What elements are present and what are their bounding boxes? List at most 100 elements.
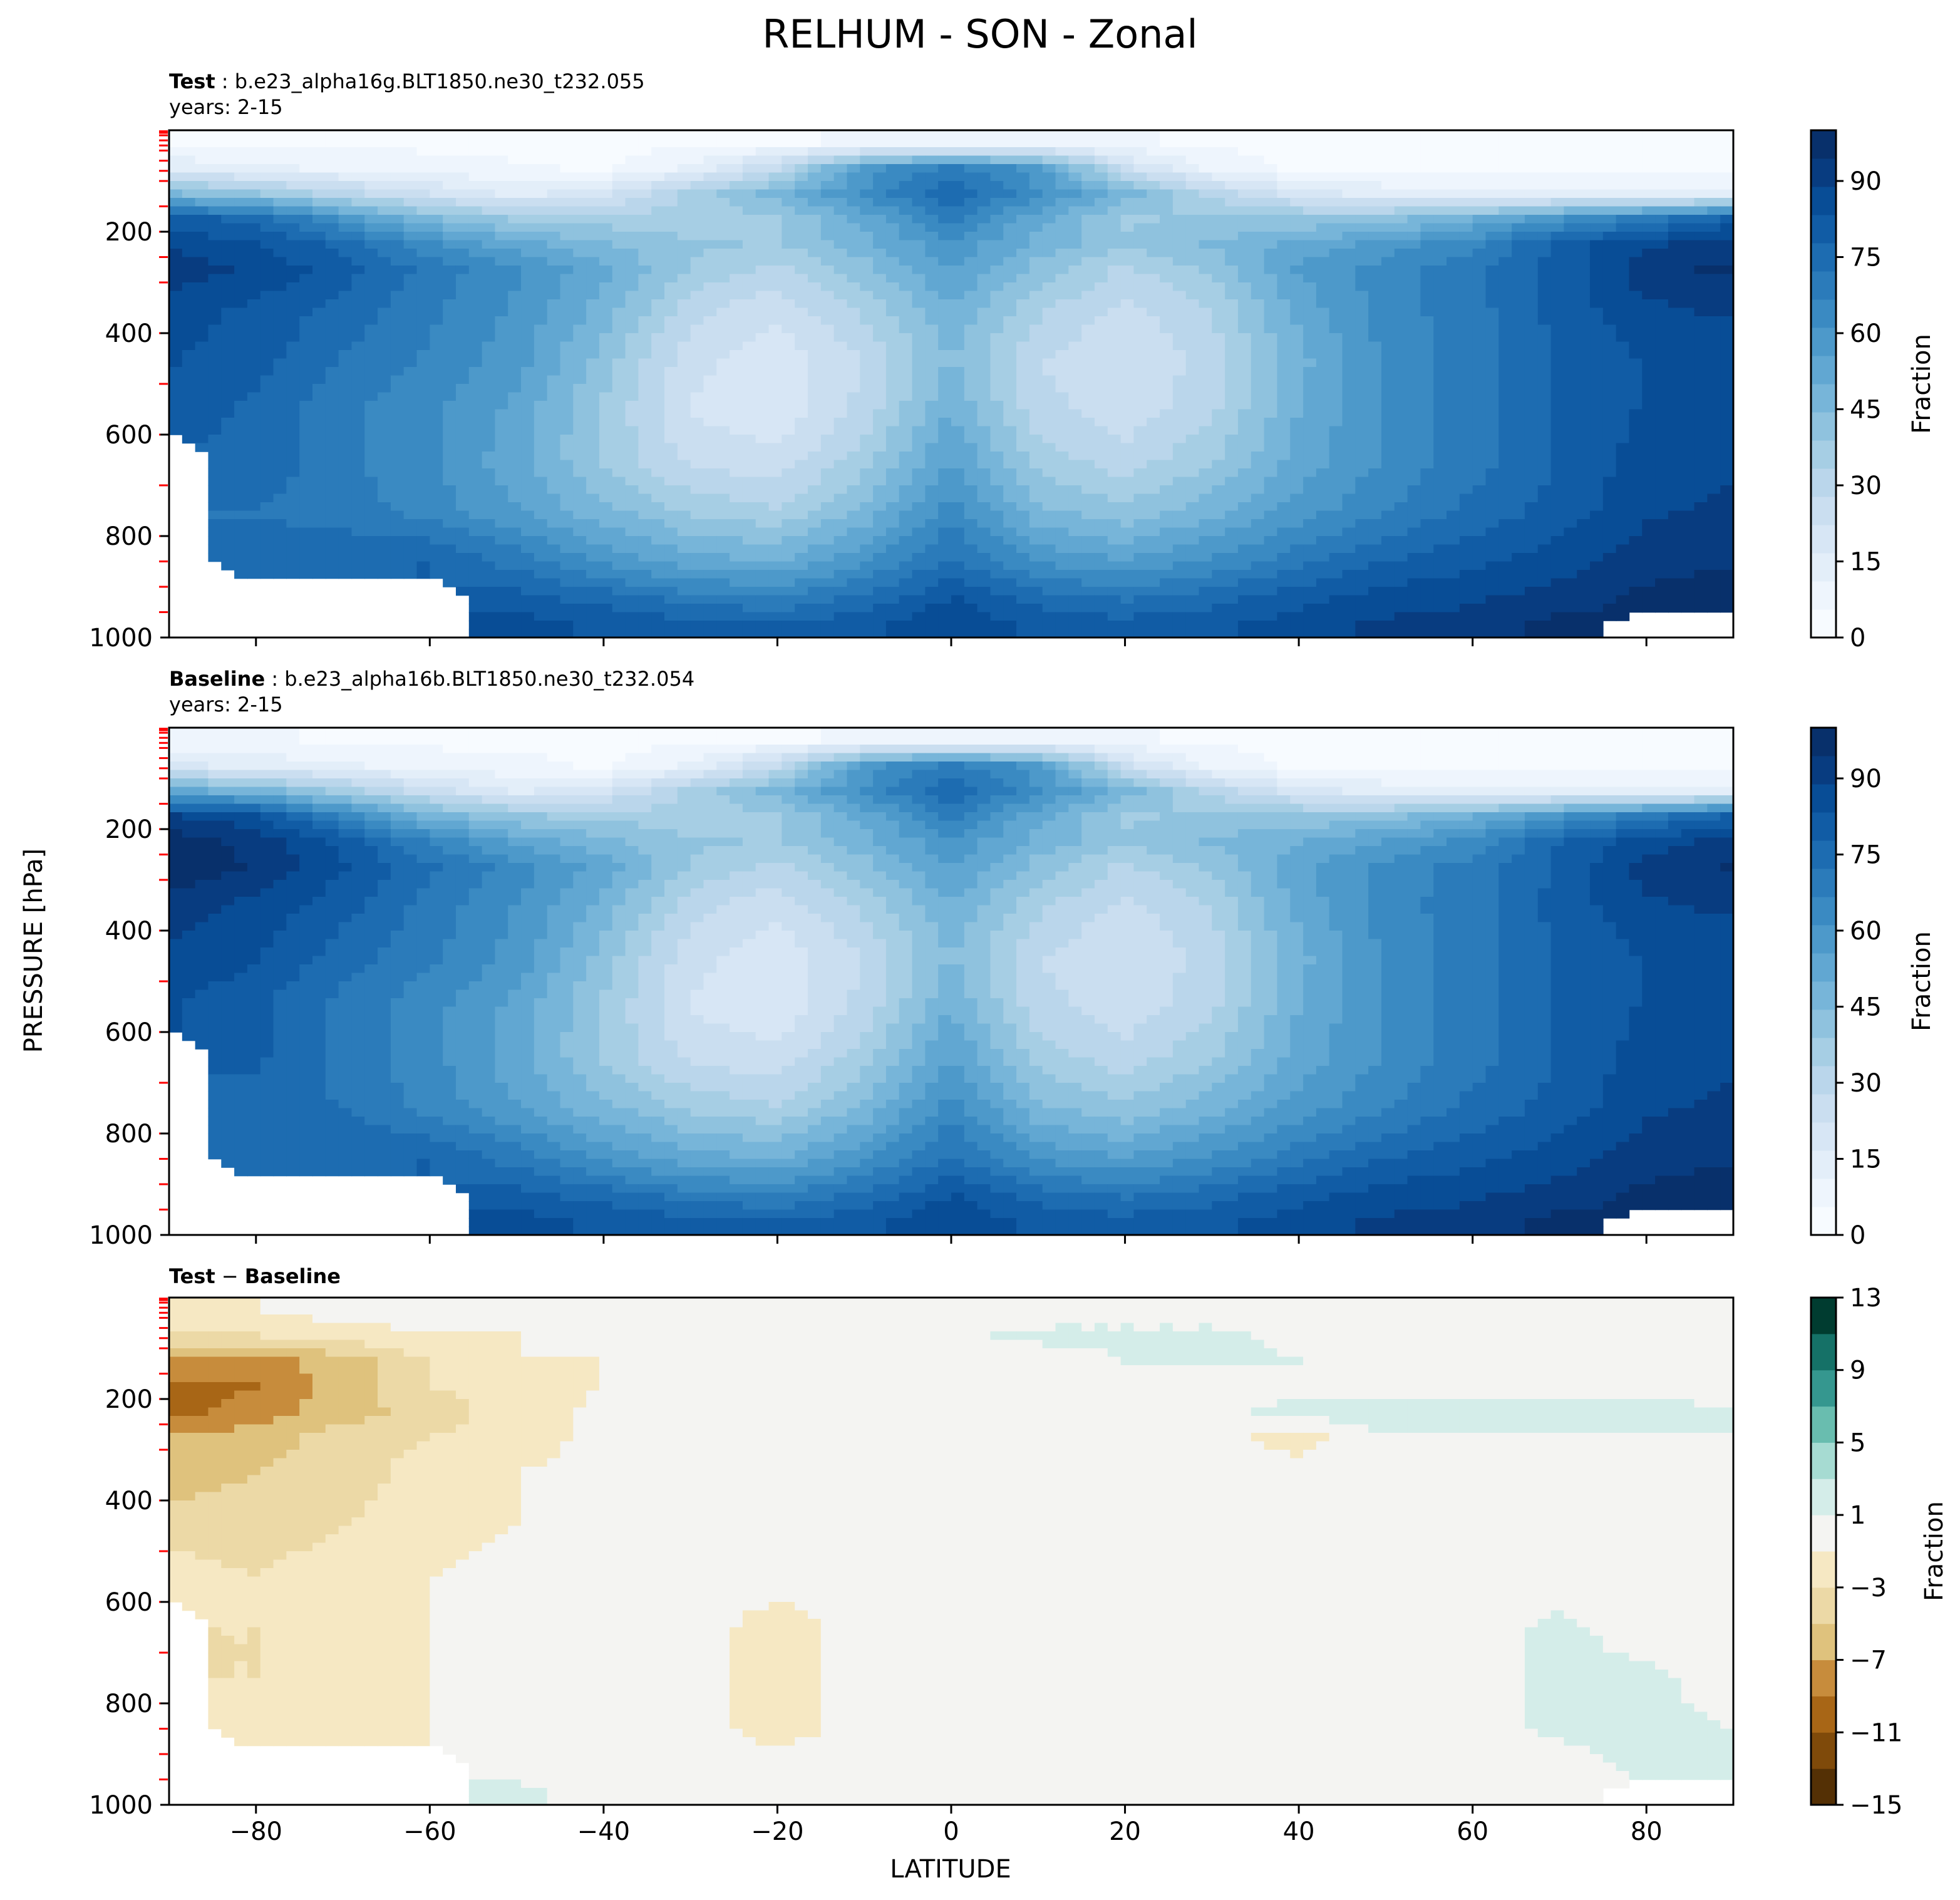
field-cell [781,164,795,173]
field-cell [1133,460,1148,469]
field-cell [390,401,405,410]
field-cell [703,189,718,199]
field-cell [1577,274,1591,283]
field-cell [403,266,418,275]
field-cell [416,215,431,224]
field-cell [925,333,939,343]
field-cell [286,291,300,300]
field-cell [482,282,496,292]
field-cell [781,316,795,326]
field-cell [286,452,300,461]
field-cell [443,138,456,148]
field-cell [169,206,183,215]
field-cell [482,206,496,215]
field-cell [912,468,926,478]
field-cell [1316,164,1330,173]
field-cell [351,189,366,199]
field-cell [430,435,443,444]
field-cell [1016,341,1030,351]
field-cell [677,468,691,478]
field-cell [1407,392,1421,401]
field-cell [1303,155,1317,165]
field-cell [1550,375,1565,385]
field-cell [1342,282,1356,292]
field-cell [1029,189,1043,199]
field-cell [625,358,639,368]
field-cell [847,215,861,224]
field-cell [508,341,522,351]
field-cell [1355,392,1369,401]
field-cell [808,460,822,469]
field-cell [1602,240,1617,249]
field-cell [495,384,509,393]
field-cell [430,307,443,317]
field-cell [1055,266,1070,275]
field-cell [1681,384,1695,393]
field-cell [1277,249,1291,258]
field-cell [730,468,743,478]
field-cell [690,375,704,385]
field-cell [1564,299,1577,309]
field-cell [1498,384,1512,393]
field-cell [1407,401,1421,410]
field-cell [1316,443,1330,452]
field-cell [364,130,378,140]
field-cell [820,392,835,401]
field-cell [1472,435,1487,444]
field-cell [1655,358,1669,368]
field-cell [1616,367,1630,376]
field-cell [690,257,704,266]
field-cell [273,223,287,232]
field-cell [1433,232,1447,241]
field-cell [1381,316,1395,326]
field-cell [1407,147,1421,157]
field-cell [260,249,274,258]
field-cell [1003,274,1017,283]
field-cell [847,274,861,283]
field-cell [378,316,391,326]
field-cell [885,147,900,157]
field-cell [925,367,939,376]
field-cell [338,367,353,376]
field-cell [899,350,913,359]
field-cell [1316,350,1330,359]
field-cell [1694,460,1708,469]
field-cell [1524,198,1539,207]
field-cell [1498,130,1512,140]
field-cell [1381,307,1395,317]
field-cell [977,189,991,199]
field-cell [1472,409,1487,418]
field-cell [468,223,483,232]
field-cell [1590,189,1604,199]
field-cell [1459,367,1473,376]
field-cell [1172,155,1187,165]
field-cell [716,155,730,165]
field-cell [560,138,574,148]
field-cell [1564,426,1577,435]
field-cell [1498,401,1512,410]
field-cell [899,257,913,266]
field-cell [1485,206,1500,215]
field-cell [1342,435,1356,444]
field-cell [690,130,704,140]
field-cell [833,460,848,469]
field-cell [768,333,783,343]
field-cell [873,155,887,165]
field-cell [468,164,483,173]
field-cell [1720,316,1734,326]
field-cell [403,384,418,393]
field-cell [1616,401,1630,410]
field-cell [873,316,887,326]
field-cell [195,358,209,368]
field-cell [808,130,822,140]
field-cell [964,307,978,317]
field-cell [664,333,678,343]
field-cell [573,291,587,300]
field-cell [860,299,874,309]
field-cell [599,460,613,469]
field-cell [586,189,600,199]
field-cell [586,164,600,173]
field-cell [820,223,835,232]
field-cell [247,274,261,283]
field-cell [1550,223,1565,232]
